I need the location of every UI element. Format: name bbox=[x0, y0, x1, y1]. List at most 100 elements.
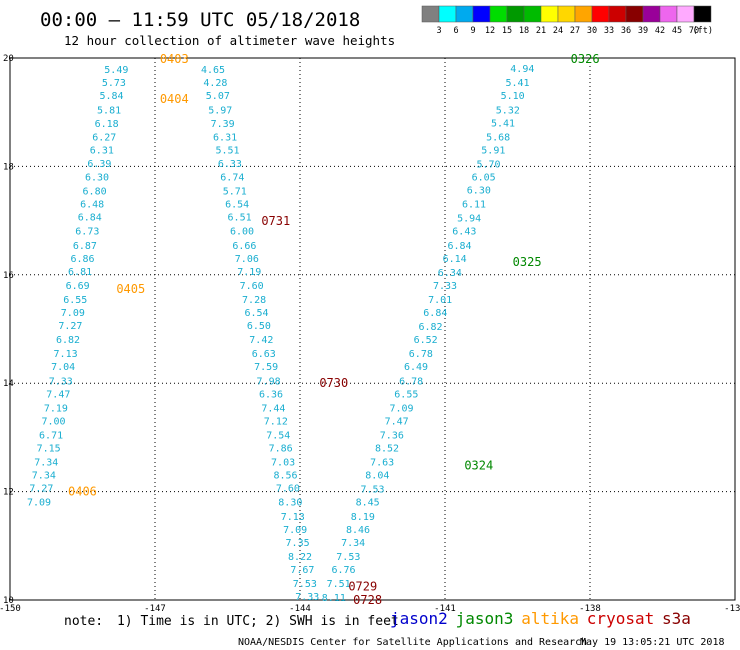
wave-height-value: 5.51 bbox=[215, 145, 239, 156]
wave-height-value: 6.51 bbox=[228, 213, 252, 224]
wave-height-value: 8.30 bbox=[278, 498, 302, 509]
wave-height-value: 7.36 bbox=[380, 430, 404, 441]
scale-box bbox=[557, 5, 576, 23]
scale-label: 21 bbox=[536, 26, 546, 36]
y-tick-label: 12 bbox=[3, 488, 14, 498]
wave-height-value: 8.56 bbox=[273, 471, 297, 482]
note-prefix: note: bbox=[64, 614, 103, 629]
wave-height-value: 7.15 bbox=[37, 443, 61, 454]
wave-height-value: 6.36 bbox=[259, 389, 283, 400]
color-scale: 3 6 9 12 15 18 21 24 27 30 33 36 39 42 45 70(ft) bbox=[421, 5, 713, 36]
wave-height-value: 6.84 bbox=[78, 213, 102, 224]
wave-height-value: 7.39 bbox=[211, 119, 235, 130]
scale-box bbox=[506, 5, 525, 23]
wave-height-value: 7.00 bbox=[41, 416, 65, 427]
wave-height-value: 6.11 bbox=[462, 200, 486, 211]
x-tick-label: -138 bbox=[579, 604, 601, 614]
scale-box bbox=[540, 5, 559, 23]
wave-height-value: 6.78 bbox=[409, 349, 433, 360]
wave-height-value: 5.81 bbox=[97, 105, 121, 116]
note: note: 1) Time is in UTC; 2) SWH is in fe… bbox=[64, 614, 399, 629]
wave-height-value: 5.68 bbox=[486, 132, 510, 143]
scale-label: 70 bbox=[689, 26, 699, 36]
wave-height-value: 7.33 bbox=[433, 281, 457, 292]
y-tick-label: 14 bbox=[3, 379, 14, 389]
wave-height-value: 6.49 bbox=[404, 362, 428, 373]
wave-height-value: 7.42 bbox=[249, 335, 273, 346]
pass-time-label: 0729 bbox=[348, 579, 377, 593]
wave-height-value: 6.33 bbox=[218, 159, 242, 170]
wave-height-value: 6.31 bbox=[90, 145, 114, 156]
scale-box bbox=[523, 5, 542, 23]
wave-height-value: 6.55 bbox=[63, 295, 87, 306]
plot-frame bbox=[9, 57, 736, 601]
scale-box bbox=[693, 5, 712, 23]
wave-height-value: 5.07 bbox=[206, 91, 230, 102]
wave-height-value: 5.70 bbox=[476, 159, 500, 170]
scale-label: 3 bbox=[436, 26, 441, 36]
pass-time-label: 0404 bbox=[160, 92, 189, 106]
data-points: 5.49 5.73 5.84 5.81 6.18 6.27 6.31 6.39 6.30 6.80… bbox=[27, 64, 534, 604]
wave-height-value: 7.01 bbox=[428, 295, 452, 306]
wave-height-value: 7.53 bbox=[336, 552, 360, 563]
wave-height-value: 7.35 bbox=[286, 538, 310, 549]
wave-height-value: 5.41 bbox=[491, 118, 515, 129]
wave-height-value: 7.86 bbox=[269, 443, 293, 454]
grid-lines bbox=[10, 58, 735, 600]
wave-height-value: 5.71 bbox=[223, 187, 247, 198]
scale-box bbox=[591, 5, 610, 23]
wave-height-value: 6.34 bbox=[438, 268, 462, 279]
wave-height-value: 8.11 bbox=[322, 593, 346, 604]
wave-height-value: 7.09 bbox=[283, 525, 307, 536]
wave-height-value: 6.00 bbox=[230, 227, 254, 238]
wave-height-value: 6.78 bbox=[399, 376, 423, 387]
scale-label: 15 bbox=[502, 26, 512, 36]
pass-time-label: 0406 bbox=[68, 485, 97, 499]
wave-height-value: 7.03 bbox=[271, 458, 295, 469]
wave-height-value: 6.71 bbox=[39, 430, 63, 441]
scale-box bbox=[438, 5, 457, 23]
pass-time-label: 0403 bbox=[160, 52, 189, 66]
wave-height-value: 5.73 bbox=[102, 78, 126, 89]
pass-time-label: 0325 bbox=[513, 255, 542, 269]
wave-height-value: 7.34 bbox=[34, 458, 58, 469]
scale-label: 42 bbox=[655, 26, 665, 36]
wave-height-value: 6.05 bbox=[472, 172, 496, 183]
scale-box bbox=[642, 5, 661, 23]
scale-box bbox=[625, 5, 644, 23]
wave-height-value: 6.73 bbox=[75, 227, 99, 238]
pass-time-label: 0405 bbox=[116, 282, 145, 296]
scale-label: 9 bbox=[470, 26, 475, 36]
scale-label: 24 bbox=[553, 26, 563, 36]
scale-box bbox=[659, 5, 678, 23]
scale-box bbox=[421, 5, 440, 23]
wave-height-value: 6.69 bbox=[66, 281, 90, 292]
wave-height-value: 7.60 bbox=[276, 484, 300, 495]
chart-subtitle: 12 hour collection of altimeter wave hei… bbox=[64, 33, 395, 48]
wave-height-value: 8.45 bbox=[356, 498, 380, 509]
scale-label: 36 bbox=[621, 26, 631, 36]
wave-height-value: 4.94 bbox=[510, 64, 534, 75]
wave-height-value: 7.53 bbox=[360, 485, 384, 496]
wave-height-value: 5.97 bbox=[208, 105, 232, 116]
wave-height-value: 8.52 bbox=[375, 443, 399, 454]
wave-height-value: 5.94 bbox=[457, 214, 481, 225]
wave-height-value: 6.55 bbox=[394, 389, 418, 400]
wave-height-value: 5.32 bbox=[496, 105, 520, 116]
wave-height-value: 6.52 bbox=[414, 335, 438, 346]
wave-height-value: 7.19 bbox=[44, 403, 68, 414]
y-tick-label: 18 bbox=[3, 162, 14, 172]
wave-height-value: 7.12 bbox=[264, 416, 288, 427]
series-altika: 5.49 5.73 5.84 5.81 6.18 6.27 6.31 6.39 6.30 6.80… bbox=[27, 65, 128, 509]
wave-height-value: 7.09 bbox=[27, 498, 51, 509]
wave-height-value: 7.34 bbox=[32, 471, 56, 482]
wave-height-value: 8.22 bbox=[288, 552, 312, 563]
wave-height-value: 6.31 bbox=[213, 132, 237, 143]
scale-label: 18 bbox=[519, 26, 529, 36]
wave-height-value: 8.19 bbox=[351, 512, 375, 523]
wave-height-value: 5.91 bbox=[481, 145, 505, 156]
scale-label: 45 bbox=[672, 26, 682, 36]
scale-box bbox=[472, 5, 491, 23]
wave-height-value: 6.39 bbox=[87, 159, 111, 170]
scale-box bbox=[489, 5, 508, 23]
